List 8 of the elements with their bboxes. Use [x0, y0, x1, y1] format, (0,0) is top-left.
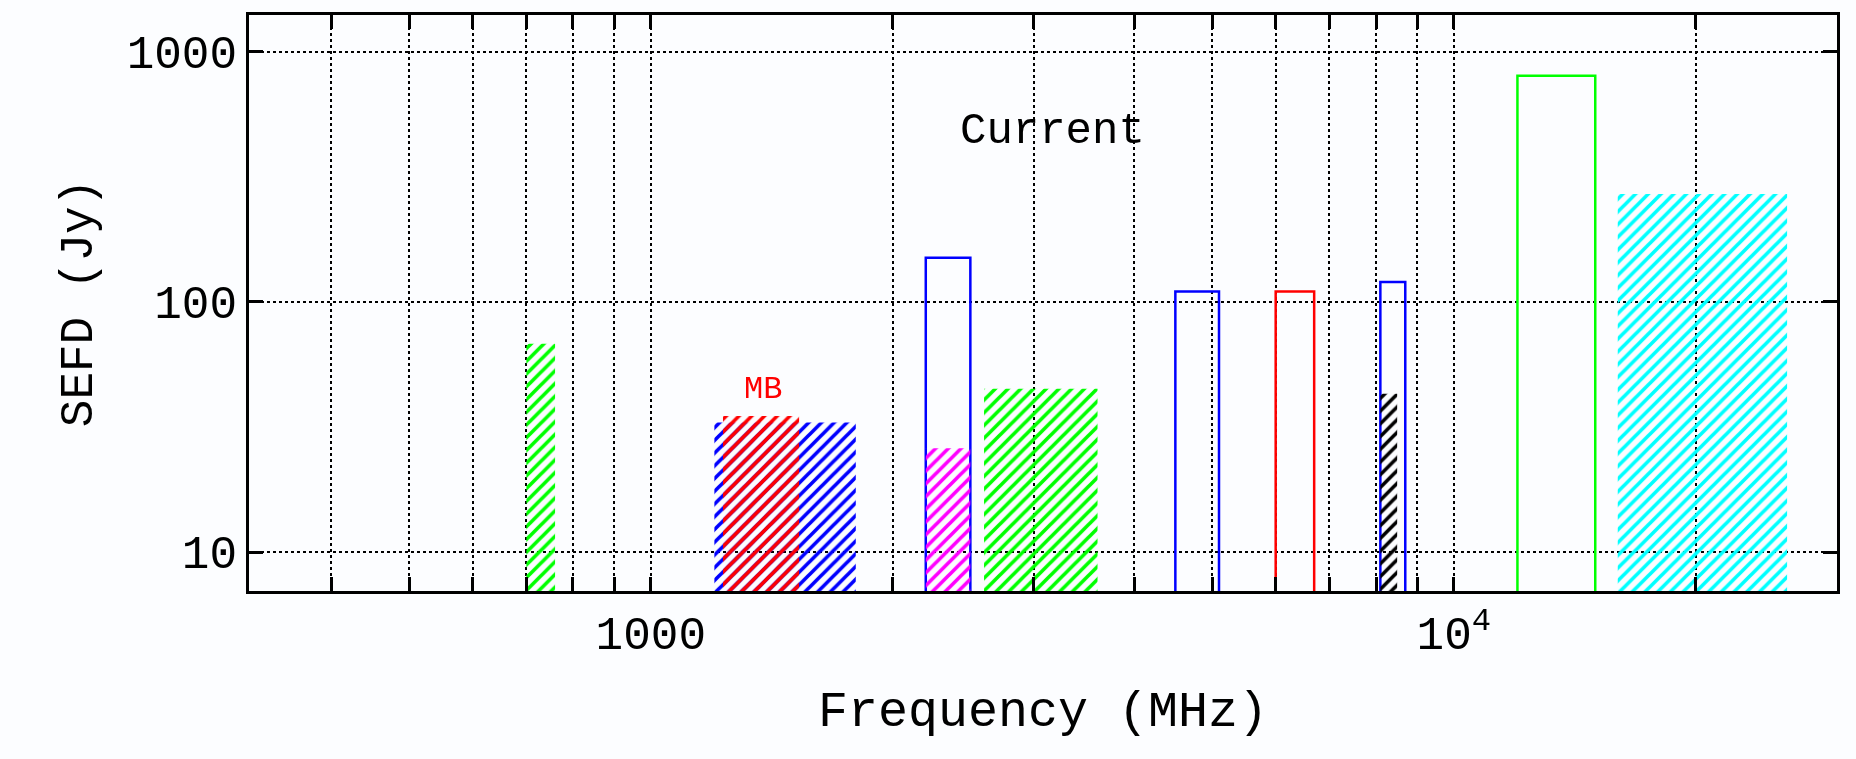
y-tick-label: 10	[181, 530, 238, 583]
annotation: MB	[744, 371, 783, 408]
y-tick-label: 100	[154, 280, 238, 332]
x-tick-label: 10$^{4}$	[1416, 602, 1492, 663]
y-tick-label: 1000	[126, 29, 238, 82]
x-axis-title: Frequency (MHz)	[817, 684, 1269, 742]
annotation: Current	[960, 106, 1145, 156]
y-axis-title: SEFD (Jy)	[54, 178, 107, 428]
